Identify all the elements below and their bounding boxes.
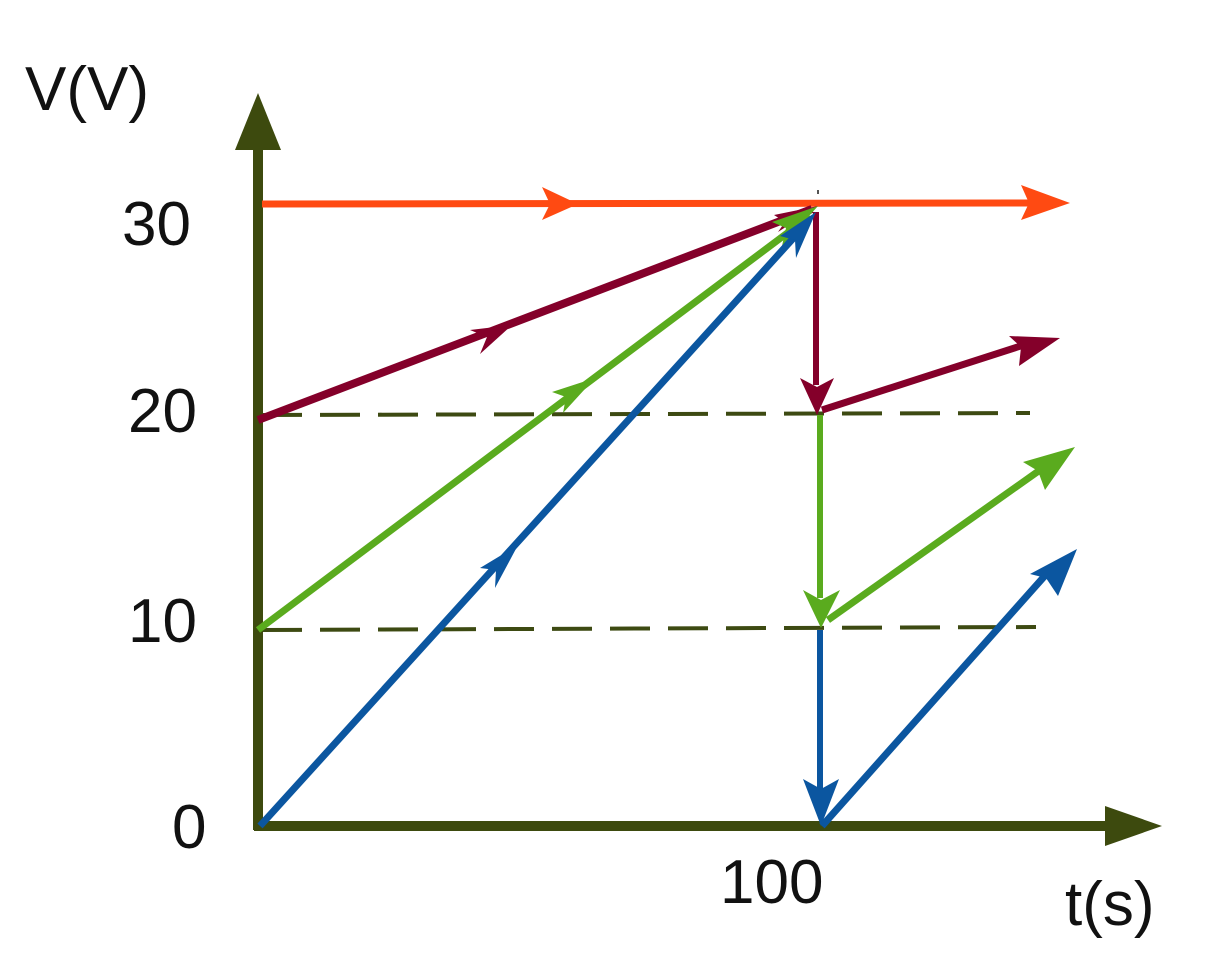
y-axis-label: V(V): [25, 55, 149, 124]
dashed-line-10v: [261, 625, 1037, 632]
y-axis: [235, 93, 281, 830]
maroon-arrow-mid-icon: [470, 325, 512, 354]
y-tick-10: 10: [128, 587, 197, 656]
series-green: [255, 206, 1075, 633]
y-axis-arrow-icon: [235, 93, 281, 150]
green-arrow-end-icon: [1023, 447, 1075, 490]
y-tick-20: 20: [128, 377, 197, 446]
y-tick-30: 30: [122, 190, 191, 259]
blue-arrow-end-icon: [1030, 549, 1077, 596]
maroon-arrow-end-icon: [1009, 336, 1060, 366]
blue-arrow-mid-icon: [480, 545, 518, 588]
blue-arrow-top-icon: [780, 212, 816, 258]
green-arrow-mid-icon: [552, 378, 595, 413]
series-maroon: [256, 205, 1060, 424]
x-axis-arrow-icon: [1105, 806, 1162, 846]
dashed-line-20v: [261, 411, 1031, 417]
green-arrow-down-icon: [803, 590, 840, 628]
x-axis-label: t(s): [1065, 870, 1155, 939]
y-tick-0: 0: [172, 793, 206, 862]
x-axis: [254, 806, 1162, 846]
series-blue: [257, 212, 1077, 829]
series-orange: [261, 185, 1070, 220]
orange-arrow-end-icon: [1021, 185, 1070, 220]
orange-arrow-mid-icon: [542, 187, 578, 220]
maroon-arrow-down-icon: [800, 378, 834, 415]
x-tick-100: 100: [720, 848, 823, 917]
blue-arrow-down-icon: [803, 779, 839, 826]
